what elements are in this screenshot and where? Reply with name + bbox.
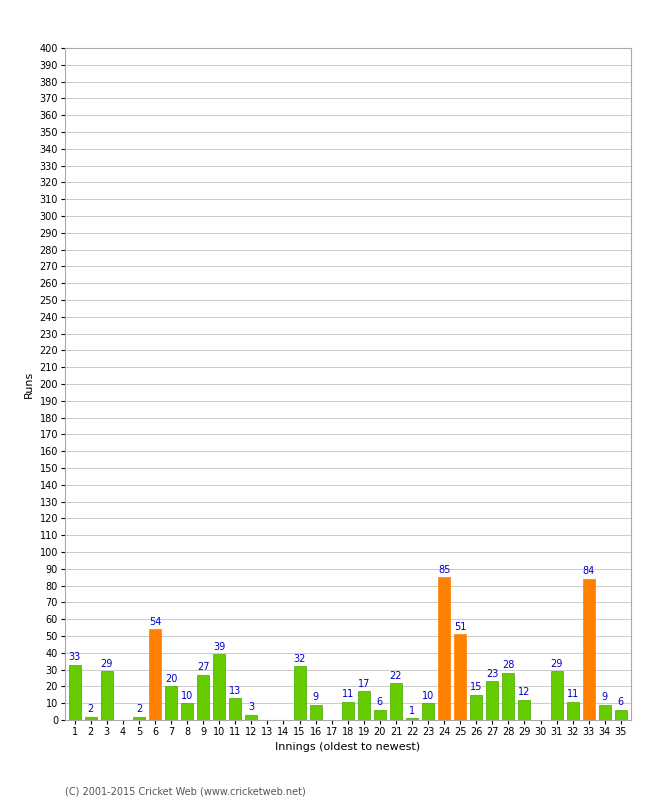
Bar [229, 698, 241, 720]
Text: 32: 32 [293, 654, 306, 664]
Text: 54: 54 [149, 617, 161, 626]
Bar [615, 710, 627, 720]
Bar [519, 700, 530, 720]
Text: 9: 9 [602, 692, 608, 702]
Bar [502, 673, 514, 720]
Bar [149, 630, 161, 720]
Text: (C) 2001-2015 Cricket Web (www.cricketweb.net): (C) 2001-2015 Cricket Web (www.cricketwe… [65, 786, 306, 796]
Bar [69, 665, 81, 720]
Bar [165, 686, 177, 720]
Bar [390, 683, 402, 720]
Text: 29: 29 [101, 658, 113, 669]
Text: 10: 10 [422, 690, 434, 701]
Bar [599, 705, 611, 720]
Bar [294, 666, 306, 720]
Text: 3: 3 [248, 702, 254, 713]
Bar [406, 718, 418, 720]
Text: 28: 28 [502, 661, 515, 670]
Bar [374, 710, 386, 720]
Text: 1: 1 [409, 706, 415, 716]
Text: 2: 2 [88, 704, 94, 714]
Text: 13: 13 [229, 686, 241, 696]
Text: 6: 6 [618, 698, 624, 707]
Text: 85: 85 [438, 565, 450, 574]
Text: 2: 2 [136, 704, 142, 714]
Text: 84: 84 [582, 566, 595, 576]
Bar [486, 682, 499, 720]
Bar [342, 702, 354, 720]
Bar [309, 705, 322, 720]
Bar [181, 703, 193, 720]
Bar [551, 671, 563, 720]
Bar [84, 717, 97, 720]
Text: 29: 29 [551, 658, 563, 669]
Bar [567, 702, 578, 720]
Bar [197, 674, 209, 720]
Bar [422, 703, 434, 720]
Bar [358, 691, 370, 720]
Bar [245, 715, 257, 720]
Text: 22: 22 [390, 670, 402, 681]
Text: 9: 9 [313, 692, 318, 702]
Text: 33: 33 [68, 652, 81, 662]
Bar [101, 671, 113, 720]
Text: 6: 6 [377, 698, 383, 707]
X-axis label: Innings (oldest to newest): Innings (oldest to newest) [275, 742, 421, 753]
Bar [582, 579, 595, 720]
Bar [454, 634, 466, 720]
Bar [133, 717, 145, 720]
Text: 10: 10 [181, 690, 193, 701]
Text: 39: 39 [213, 642, 226, 652]
Text: 23: 23 [486, 669, 499, 679]
Text: 11: 11 [567, 689, 578, 699]
Text: 11: 11 [342, 689, 354, 699]
Text: 17: 17 [358, 679, 370, 689]
Text: 12: 12 [518, 687, 530, 698]
Bar [213, 654, 226, 720]
Y-axis label: Runs: Runs [24, 370, 34, 398]
Text: 51: 51 [454, 622, 467, 632]
Text: 15: 15 [470, 682, 482, 692]
Bar [438, 578, 450, 720]
Bar [470, 694, 482, 720]
Text: 27: 27 [197, 662, 209, 672]
Text: 20: 20 [165, 674, 177, 684]
